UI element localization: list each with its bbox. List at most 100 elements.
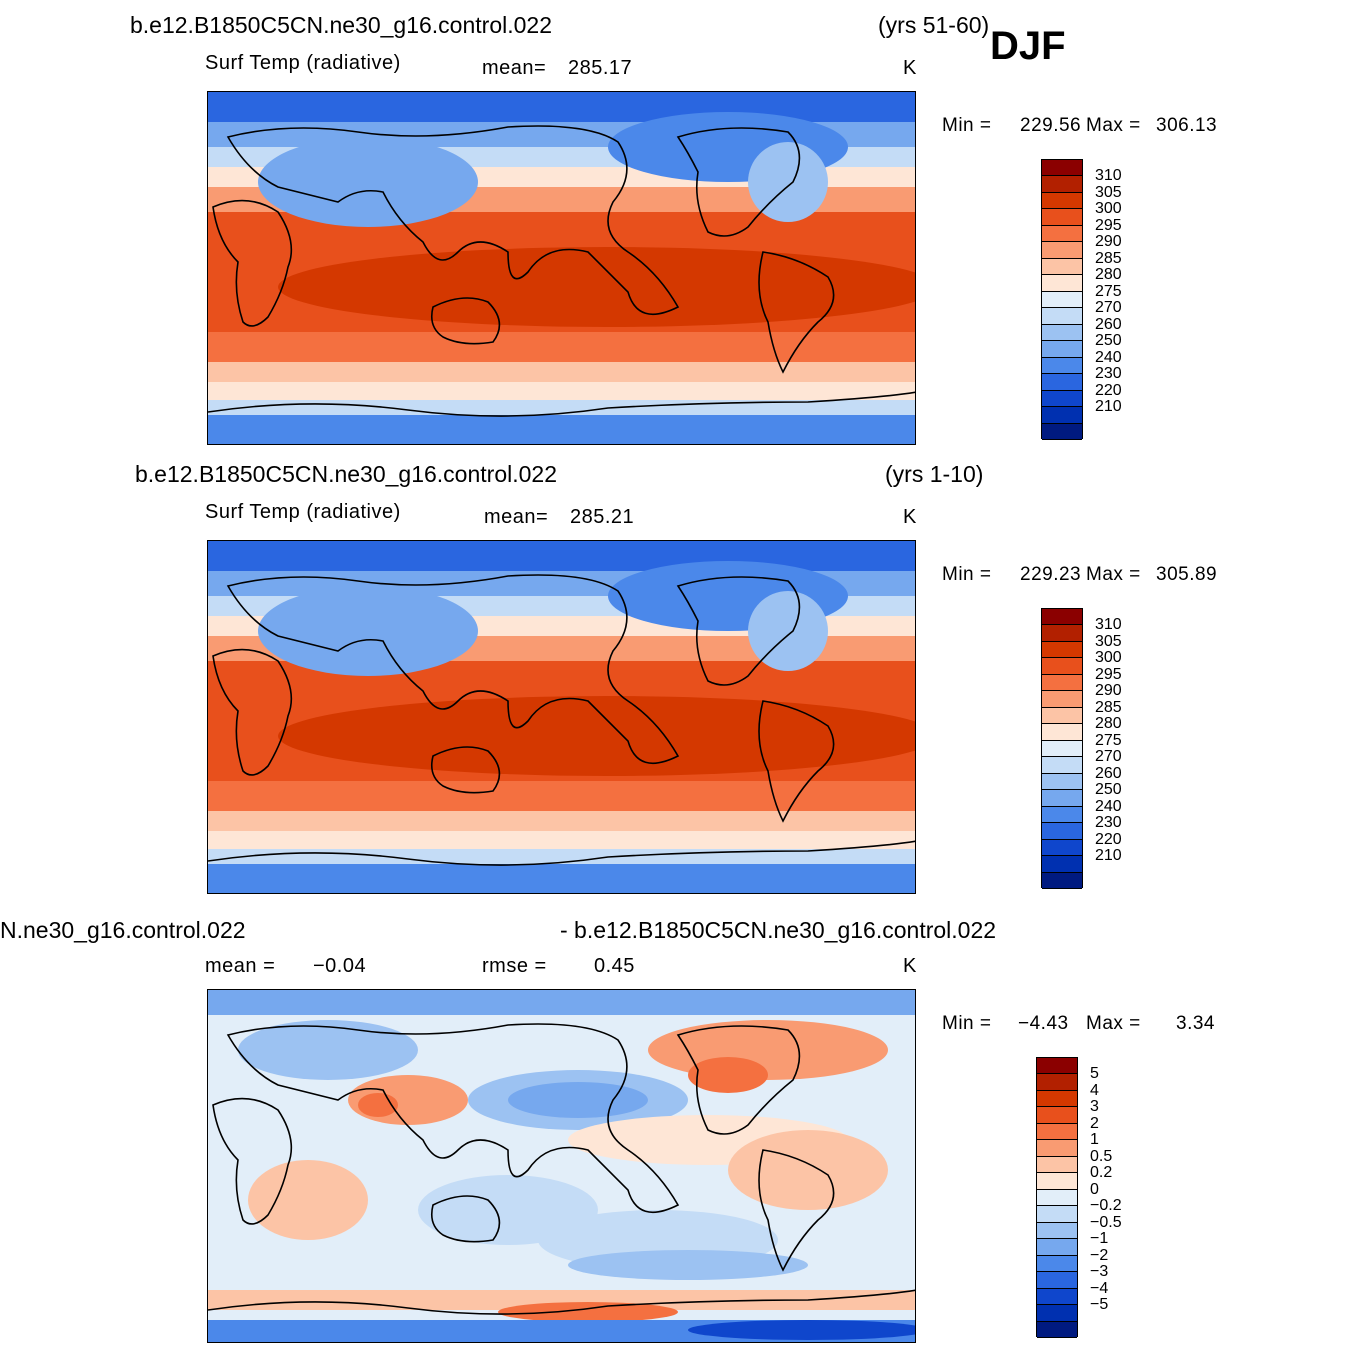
panel2-years: (yrs 1-10) bbox=[885, 461, 984, 487]
panel1-units: K bbox=[903, 57, 917, 79]
panel3-mean-label: mean = bbox=[205, 955, 276, 977]
panel2-max-value: 305.89 bbox=[1156, 564, 1218, 585]
colorbar-cell bbox=[1042, 839, 1082, 857]
colorbar-cell bbox=[1042, 324, 1082, 342]
colorbar-tick-label: 280 bbox=[1095, 266, 1122, 284]
colorbar-tick-label: 270 bbox=[1095, 748, 1122, 766]
colorbar-cell bbox=[1042, 176, 1082, 193]
colorbar-tick-label: 305 bbox=[1095, 183, 1122, 201]
colorbar-cell bbox=[1037, 1058, 1077, 1075]
panel2-mean-label: mean= bbox=[484, 506, 549, 528]
panel3-rmse-label: rmse = bbox=[482, 955, 547, 977]
colorbar-tick-label: 275 bbox=[1095, 282, 1122, 300]
panel1-min-value: 229.56 bbox=[1020, 115, 1082, 136]
colorbar-cell bbox=[1037, 1107, 1077, 1124]
colorbar-tick-label: 0 bbox=[1090, 1180, 1099, 1198]
colorbar-tick-label: 230 bbox=[1095, 365, 1122, 383]
colorbar-cell bbox=[1042, 242, 1082, 259]
colorbar-cell bbox=[1042, 658, 1082, 675]
colorbar-tick-label: 295 bbox=[1095, 665, 1122, 683]
panel3-min-value: −4.43 bbox=[1018, 1013, 1069, 1034]
colorbar-cell bbox=[1042, 674, 1082, 692]
colorbar-cell bbox=[1042, 757, 1082, 774]
colorbar-tick-label: −5 bbox=[1090, 1296, 1109, 1314]
colorbar-cell bbox=[1042, 806, 1082, 824]
colorbar-cell bbox=[1042, 641, 1082, 659]
panel2-mean-value: 285.21 bbox=[570, 506, 635, 528]
panel3-difference-field bbox=[208, 990, 915, 1342]
colorbar-cell bbox=[1042, 341, 1082, 358]
panel3-case-right: - b.e12.B1850C5CN.ne30_g16.control.022 bbox=[560, 917, 997, 943]
colorbar-cell bbox=[1037, 1173, 1077, 1190]
colorbar-cell bbox=[1042, 308, 1082, 325]
colorbar-tick-label: 280 bbox=[1095, 715, 1122, 733]
colorbar-cell bbox=[1037, 1239, 1077, 1256]
colorbar-tick-label: 240 bbox=[1095, 348, 1122, 366]
colorbar-tick-label: 0.5 bbox=[1090, 1147, 1113, 1165]
panel3-rmse-value: 0.45 bbox=[594, 955, 635, 977]
colorbar-tick-label: 290 bbox=[1095, 233, 1122, 251]
colorbar-tick-label: 300 bbox=[1095, 649, 1122, 667]
panel3-mean-value: −0.04 bbox=[313, 955, 367, 977]
colorbar-tick-label: 260 bbox=[1095, 315, 1122, 333]
colorbar-cell bbox=[1042, 625, 1082, 642]
colorbar-cell bbox=[1042, 258, 1082, 276]
panel1-temperature-field bbox=[208, 92, 915, 444]
colorbar-tick-label: 250 bbox=[1095, 781, 1122, 799]
colorbar-tick-label: 220 bbox=[1095, 830, 1122, 848]
colorbar-cell bbox=[1042, 773, 1082, 791]
colorbar-tick-label: −2 bbox=[1090, 1246, 1109, 1264]
panel1-max-value: 306.13 bbox=[1156, 115, 1218, 136]
season-label: DJF bbox=[990, 24, 1066, 68]
panel3-max-label: Max = bbox=[1086, 1013, 1141, 1034]
colorbar-tick-label: −1 bbox=[1090, 1230, 1109, 1248]
panel3-min-label: Min = bbox=[942, 1013, 992, 1034]
panel2-variable: Surf Temp (radiative) bbox=[205, 501, 401, 523]
colorbar-tick-label: 5 bbox=[1090, 1065, 1099, 1083]
colorbar-cell bbox=[1042, 856, 1082, 873]
colorbar-tick-label: 290 bbox=[1095, 682, 1122, 700]
colorbar-cell bbox=[1042, 390, 1082, 408]
panel1-min-label: Min = bbox=[942, 115, 992, 136]
panel1-case-name: b.e12.B1850C5CN.ne30_g16.control.022 bbox=[130, 12, 552, 38]
colorbar-tick-label: 285 bbox=[1095, 249, 1122, 267]
colorbar-cell bbox=[1037, 1255, 1077, 1273]
panel2-case-name: b.e12.B1850C5CN.ne30_g16.control.022 bbox=[135, 461, 557, 487]
colorbar-cell bbox=[1042, 374, 1082, 391]
colorbar-tick-label: 2 bbox=[1090, 1114, 1099, 1132]
colorbar-tick-label: 300 bbox=[1095, 200, 1122, 218]
colorbar-tick-label: 4 bbox=[1090, 1081, 1099, 1099]
panel2-colorbar bbox=[1041, 608, 1083, 889]
colorbar-cell bbox=[1037, 1140, 1077, 1157]
colorbar-tick-label: 260 bbox=[1095, 764, 1122, 782]
colorbar-cell bbox=[1042, 609, 1082, 626]
colorbar-tick-label: −0.5 bbox=[1090, 1213, 1122, 1231]
colorbar-cell bbox=[1042, 209, 1082, 226]
colorbar-cell bbox=[1042, 707, 1082, 725]
colorbar-tick-label: 220 bbox=[1095, 381, 1122, 399]
panel1-map bbox=[207, 91, 916, 445]
colorbar-cell bbox=[1037, 1222, 1077, 1240]
colorbar-tick-label: −3 bbox=[1090, 1263, 1109, 1281]
colorbar-cell bbox=[1042, 872, 1082, 889]
colorbar-cell bbox=[1042, 790, 1082, 807]
colorbar-cell bbox=[1037, 1074, 1077, 1091]
panel2-temperature-field bbox=[208, 541, 915, 893]
panel2-min-value: 229.23 bbox=[1020, 564, 1082, 585]
panel2-min-label: Min = bbox=[942, 564, 992, 585]
panel1-colorbar bbox=[1041, 159, 1083, 440]
colorbar-tick-label: 0.2 bbox=[1090, 1164, 1113, 1182]
colorbar-tick-label: 210 bbox=[1095, 847, 1122, 865]
colorbar-cell bbox=[1042, 192, 1082, 210]
colorbar-tick-label: 210 bbox=[1095, 398, 1122, 416]
colorbar-cell bbox=[1042, 291, 1082, 309]
colorbar-tick-label: 310 bbox=[1095, 616, 1122, 634]
colorbar-tick-label: −0.2 bbox=[1090, 1197, 1122, 1215]
colorbar-tick-label: 310 bbox=[1095, 167, 1122, 185]
panel1-max-label: Max = bbox=[1086, 115, 1141, 136]
colorbar-tick-label: 275 bbox=[1095, 731, 1122, 749]
colorbar-cell bbox=[1037, 1206, 1077, 1223]
panel1-mean-value: 285.17 bbox=[568, 57, 633, 79]
colorbar-cell bbox=[1042, 407, 1082, 424]
colorbar-tick-label: 295 bbox=[1095, 216, 1122, 234]
